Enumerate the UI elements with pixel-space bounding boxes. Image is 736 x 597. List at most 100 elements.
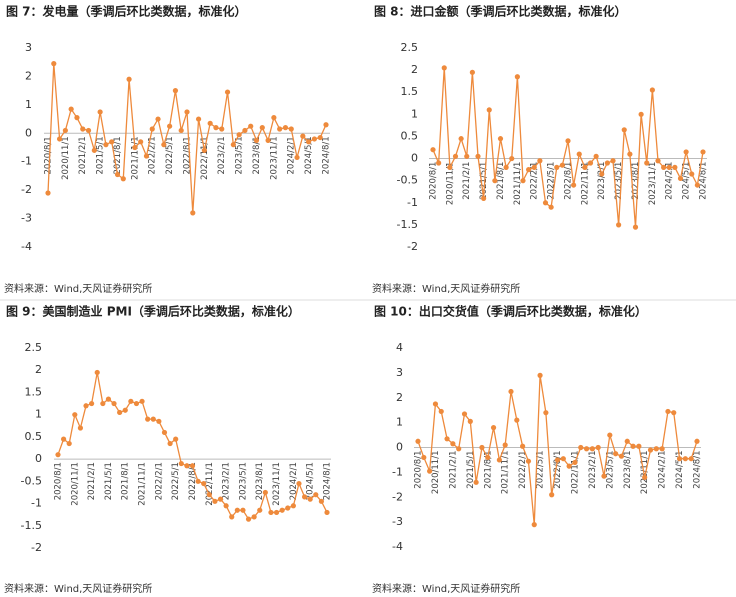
- data-point: [503, 164, 509, 170]
- x-tick-label: 2020/11/1: [70, 462, 80, 506]
- data-point: [72, 412, 78, 418]
- data-point: [178, 127, 184, 134]
- data-point: [607, 432, 613, 438]
- data-point: [659, 446, 665, 452]
- data-point: [155, 116, 161, 122]
- data-point: [234, 507, 240, 513]
- data-point: [666, 164, 672, 170]
- data-point: [571, 182, 577, 188]
- y-tick-label: 0.5: [25, 430, 43, 443]
- data-point: [277, 126, 283, 132]
- x-tick-label: 2020/8/1: [414, 451, 424, 489]
- data-point: [109, 139, 115, 145]
- data-point: [128, 398, 134, 404]
- data-point: [469, 69, 475, 75]
- x-tick-label: 2021/11/1: [130, 136, 140, 180]
- chart-title: 图 7：发电量（季调后环比类数据，标准化）: [6, 4, 247, 19]
- data-point: [486, 107, 492, 113]
- data-point: [436, 160, 442, 166]
- data-point: [323, 122, 329, 128]
- x-tick-label: 2022/5/1: [547, 162, 557, 200]
- data-point: [688, 456, 694, 462]
- x-tick-label: 2022/2/1: [530, 162, 540, 200]
- y-tick-label: -4: [392, 540, 403, 553]
- data-point: [502, 442, 508, 448]
- data-point: [161, 142, 167, 148]
- y-tick-label: 4: [396, 341, 403, 354]
- x-tick-label: 2021/11/1: [501, 451, 511, 495]
- data-point: [105, 396, 112, 402]
- y-tick-label: 1: [396, 416, 403, 429]
- data-point: [554, 164, 560, 170]
- data-point: [444, 436, 450, 442]
- x-tick-label: 2023/2/1: [588, 451, 598, 489]
- data-point: [282, 125, 289, 131]
- data-point: [485, 454, 491, 461]
- data-point: [271, 115, 277, 121]
- x-tick-label: 2020/8/1: [54, 462, 64, 500]
- data-point: [268, 509, 274, 516]
- data-point: [66, 440, 72, 447]
- data-point: [456, 446, 462, 452]
- data-point: [661, 164, 667, 170]
- x-tick-label: 2023/2/1: [597, 162, 607, 200]
- data-point: [627, 151, 633, 157]
- data-point: [89, 400, 95, 407]
- y-tick-label: 0: [396, 441, 403, 454]
- y-tick-label: -1: [407, 196, 418, 209]
- data-point: [665, 408, 671, 415]
- data-point: [642, 474, 648, 480]
- x-tick-label: 2024/2/1: [665, 162, 675, 200]
- y-tick-label: 0: [35, 452, 42, 465]
- data-point: [624, 438, 630, 444]
- y-tick-label: 2.5: [401, 41, 419, 54]
- x-tick-label: 2021/8/1: [121, 462, 131, 500]
- data-point: [240, 507, 246, 513]
- data-point: [265, 137, 271, 143]
- x-tick-label: 2024/8/1: [699, 162, 709, 200]
- x-tick-label: 2021/5/1: [96, 136, 106, 174]
- data-point: [599, 171, 605, 177]
- data-point: [559, 162, 565, 168]
- data-point: [100, 400, 106, 407]
- data-point: [616, 222, 622, 228]
- data-point: [45, 190, 51, 196]
- y-tick-label: 1: [411, 107, 418, 120]
- data-point: [655, 158, 661, 164]
- data-point: [587, 160, 594, 166]
- y-tick-label: 1: [25, 98, 32, 111]
- chart-title: 图 8：进口金额（季调后环比类数据，标准化）: [374, 4, 627, 19]
- x-tick-label: 2022/11/1: [570, 451, 580, 495]
- data-point: [219, 126, 225, 132]
- data-point: [190, 210, 196, 216]
- data-point: [447, 164, 453, 170]
- data-point: [224, 89, 231, 95]
- data-point: [700, 149, 706, 155]
- data-point: [543, 410, 549, 416]
- x-tick-label: 2024/8/1: [693, 451, 703, 489]
- data-point: [230, 142, 236, 148]
- data-point: [525, 458, 532, 464]
- x-tick-label: 2021/8/1: [483, 451, 493, 489]
- y-tick-label: 1.5: [401, 85, 419, 98]
- data-point: [150, 416, 156, 422]
- x-tick-label: 2021/5/1: [466, 451, 476, 489]
- data-point: [213, 125, 219, 131]
- x-tick-label: 2020/11/1: [431, 451, 441, 495]
- data-point: [514, 417, 520, 423]
- data-point: [74, 115, 80, 121]
- series-line: [432, 67, 704, 228]
- data-point: [458, 136, 464, 142]
- data-point: [117, 409, 123, 416]
- data-point: [279, 507, 285, 513]
- data-point: [649, 87, 655, 93]
- data-point: [178, 460, 184, 467]
- x-tick-label: 2020/11/1: [445, 162, 455, 206]
- x-tick-label: 2021/11/1: [138, 462, 148, 506]
- source-note: 资料来源：Wind,天风证券研究所: [372, 282, 520, 295]
- data-point: [251, 514, 257, 520]
- data-point: [294, 154, 300, 161]
- data-point: [492, 178, 498, 184]
- x-tick-label: 2021/5/1: [104, 462, 114, 500]
